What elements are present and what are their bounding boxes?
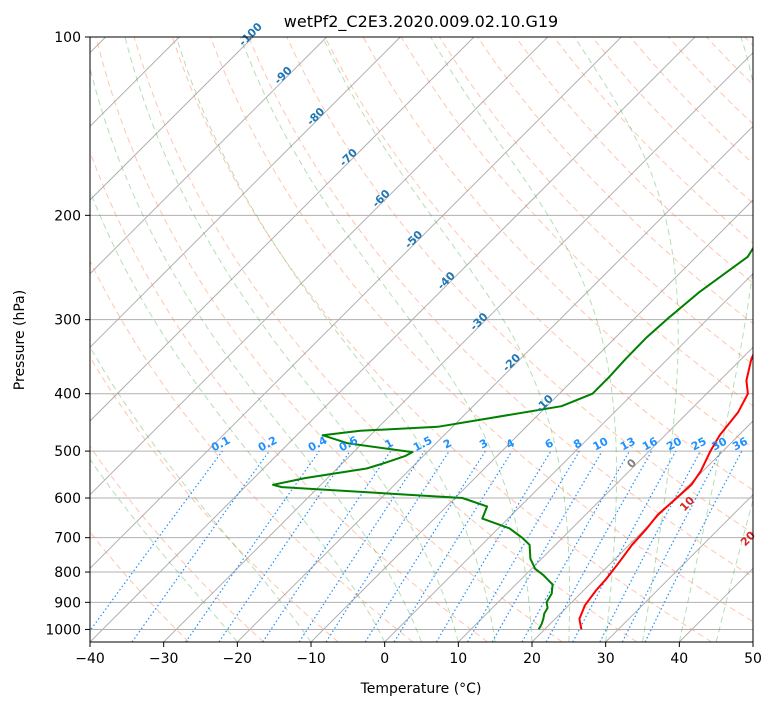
y-tick-label: 600	[54, 491, 81, 507]
profile-lines	[272, 187, 753, 630]
isotherm-line	[90, 37, 475, 422]
moist-adiabat-line	[239, 37, 533, 642]
moist-adiabat-line	[430, 37, 617, 642]
dewpoint-line	[272, 187, 753, 630]
x-tick-label: 0	[380, 651, 389, 667]
moist-adiabat-line	[90, 65, 422, 642]
dry-adiabat-line	[515, 37, 753, 284]
isotherm-line	[310, 199, 753, 642]
dry-adiabat-line	[90, 445, 264, 642]
mixing-ratio-line	[393, 450, 513, 642]
dry-adiabat-line	[324, 37, 753, 491]
x-tick-label: 50	[744, 651, 762, 667]
moist-adiabat-line	[175, 37, 496, 642]
isotherm-line	[457, 346, 753, 642]
dry-adiabat-line	[90, 356, 339, 642]
isotherm-line	[236, 125, 753, 642]
moist-adiabat-line	[678, 37, 753, 642]
mixing-ratio-label: 36	[730, 435, 750, 454]
moist-adiabat-line	[90, 458, 238, 642]
x-tick-label: 30	[597, 651, 615, 667]
mixing-ratio-line	[325, 450, 450, 642]
plot-frame	[89, 36, 754, 643]
mixing-ratio-label: 25	[689, 435, 709, 454]
isotherm-line	[90, 37, 328, 275]
isotherm-line	[384, 272, 753, 642]
x-axis-title: Temperature (°C)	[360, 681, 482, 697]
dry-adiabat-line	[210, 37, 753, 623]
mixing-ratio-label: 20	[664, 435, 684, 454]
isotherm-line	[90, 37, 549, 496]
mixing-ratio-label: 30	[710, 435, 730, 454]
y-tick-label: 1000	[45, 622, 81, 638]
dry-adiabat-line	[248, 37, 753, 578]
y-tick-label: 900	[54, 595, 81, 611]
moist-adiabat-line	[715, 498, 753, 642]
mixing-ratio-line	[545, 450, 653, 642]
isotherm-line	[90, 37, 696, 642]
mixing-ratio-line	[262, 450, 392, 642]
moist-adiabat-line	[90, 345, 312, 642]
moist-adiabat-line	[322, 37, 571, 642]
x-tick-label: 20	[523, 651, 541, 667]
x-tick-label: −40	[75, 651, 105, 667]
y-tick-label: 500	[54, 444, 81, 460]
mixing-ratio-label: 13	[618, 435, 638, 454]
isotherm-line	[90, 37, 254, 201]
mixing-ratio-label: 16	[640, 435, 660, 454]
temperature-line	[578, 352, 753, 630]
mixing-ratio-line	[131, 450, 270, 642]
dry-adiabat-line	[171, 37, 712, 642]
y-axis-title: Pressure (hPa)	[12, 290, 28, 390]
y-tick-label: 100	[54, 30, 81, 46]
mixing-ratio-line	[185, 450, 320, 642]
y-tick-label: 200	[54, 208, 81, 224]
x-tick-label: 10	[449, 651, 467, 667]
x-tick-label: −20	[223, 651, 253, 667]
x-tick-label: 40	[670, 651, 688, 667]
axes: −40 −30 −20 −10 0 10 20 30 40 50 100 200 300 400 500 60…	[45, 30, 762, 667]
dry-adiabat-line	[133, 37, 638, 642]
y-tick-label: 800	[54, 565, 81, 581]
moist-adiabat-line	[124, 37, 459, 642]
isotherm-line	[531, 420, 753, 642]
y-tick-label: 300	[54, 313, 81, 329]
x-tick-label: −30	[149, 651, 179, 667]
isotherm-line	[90, 37, 622, 570]
dry-adiabat-line	[95, 37, 563, 642]
mixing-ratio-line	[644, 450, 743, 642]
mixing-ratio-line	[521, 450, 631, 642]
dry-adiabat-line	[286, 37, 753, 534]
mixing-ratio-line	[90, 450, 223, 632]
y-tick-label: 700	[54, 531, 81, 547]
chart-title: wetPf2_C2E3.2020.009.02.10.G19	[284, 12, 558, 32]
background-lines	[90, 37, 753, 642]
y-tick-label: 400	[54, 387, 81, 403]
mixing-ratio-line	[218, 450, 351, 642]
moist-adiabat-line	[90, 189, 386, 642]
mixing-ratio-line	[572, 450, 677, 642]
isotherm-line	[605, 493, 753, 642]
mixing-ratio-label: 10	[591, 435, 611, 454]
dry-adiabat-line	[90, 259, 414, 642]
isotherm-line	[163, 51, 753, 642]
moist-adiabat-line	[574, 37, 679, 642]
isotherm-line	[90, 37, 401, 349]
x-tick-label: −10	[296, 651, 326, 667]
